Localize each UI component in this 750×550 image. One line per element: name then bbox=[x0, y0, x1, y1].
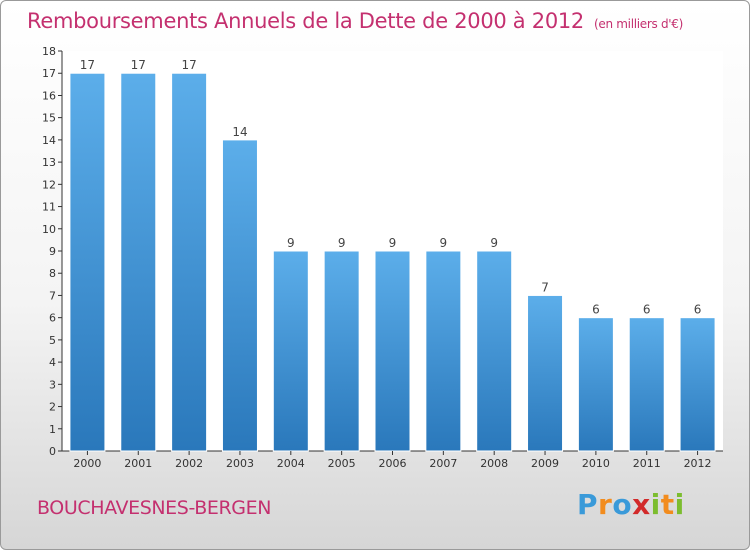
y-tick-label: 5 bbox=[49, 334, 56, 347]
y-tick-label: 16 bbox=[42, 89, 56, 102]
x-tick-label: 2001 bbox=[124, 457, 152, 470]
bar-value-label: 9 bbox=[389, 236, 397, 250]
x-tick-label: 2003 bbox=[226, 457, 254, 470]
x-tick-label: 2002 bbox=[175, 457, 203, 470]
x-tick-label: 2011 bbox=[633, 457, 661, 470]
y-tick-label: 6 bbox=[49, 312, 56, 325]
y-tick-label: 8 bbox=[49, 267, 56, 280]
bar-value-label: 14 bbox=[232, 125, 247, 139]
bar bbox=[425, 250, 462, 452]
bar-value-label: 17 bbox=[131, 58, 146, 72]
bar bbox=[120, 72, 157, 452]
bar bbox=[221, 139, 258, 452]
bar bbox=[527, 294, 564, 452]
bar-value-label: 6 bbox=[592, 303, 600, 317]
chart-unit: (en milliers d'€) bbox=[594, 17, 684, 31]
logo-letter: t bbox=[660, 488, 675, 521]
bar-value-label: 9 bbox=[440, 236, 448, 250]
x-tick-label: 2006 bbox=[379, 457, 407, 470]
bar bbox=[476, 250, 513, 452]
bar-value-label: 17 bbox=[80, 58, 95, 72]
y-tick-label: 12 bbox=[42, 178, 56, 191]
y-tick-label: 14 bbox=[42, 134, 56, 147]
proxiti-logo: Proxiti bbox=[577, 488, 685, 521]
bar bbox=[323, 250, 360, 452]
bar-value-label: 9 bbox=[490, 236, 498, 250]
x-tick-label: 2008 bbox=[480, 457, 508, 470]
y-tick-label: 11 bbox=[42, 201, 56, 214]
bar bbox=[272, 250, 309, 452]
x-tick-label: 2000 bbox=[73, 457, 101, 470]
bar-value-label: 9 bbox=[338, 236, 346, 250]
y-tick-label: 4 bbox=[49, 356, 56, 369]
logo-letter: r bbox=[598, 488, 613, 521]
bar-value-label: 9 bbox=[287, 236, 295, 250]
bar bbox=[679, 317, 716, 452]
y-tick-label: 9 bbox=[49, 245, 56, 258]
bar bbox=[628, 317, 665, 452]
x-tick-label: 2009 bbox=[531, 457, 559, 470]
bar-value-label: 6 bbox=[694, 303, 702, 317]
bar-value-label: 17 bbox=[181, 58, 196, 72]
x-tick-label: 2012 bbox=[684, 457, 712, 470]
y-tick-label: 10 bbox=[42, 223, 56, 236]
y-tick-label: 3 bbox=[49, 378, 56, 391]
logo-letter: i bbox=[650, 488, 661, 521]
city-name: BOUCHAVESNES-BERGEN bbox=[37, 497, 272, 519]
bar bbox=[69, 72, 106, 452]
bar-value-label: 6 bbox=[643, 303, 651, 317]
logo-letter: o bbox=[612, 488, 633, 521]
y-tick-label: 17 bbox=[42, 67, 56, 80]
y-tick-label: 15 bbox=[42, 112, 56, 125]
bar bbox=[577, 317, 614, 452]
x-tick-label: 2007 bbox=[429, 457, 457, 470]
x-tick-label: 2004 bbox=[277, 457, 305, 470]
logo-letter: x bbox=[632, 488, 651, 521]
x-tick-label: 2005 bbox=[328, 457, 356, 470]
logo-letter: P bbox=[577, 488, 599, 521]
y-tick-label: 13 bbox=[42, 156, 56, 169]
bar bbox=[374, 250, 411, 452]
y-tick-label: 2 bbox=[49, 401, 56, 414]
y-tick-label: 0 bbox=[49, 445, 56, 458]
bar bbox=[171, 72, 208, 452]
y-tick-label: 18 bbox=[42, 45, 56, 58]
bar-value-label: 7 bbox=[541, 280, 549, 294]
logo-letter: i bbox=[674, 488, 685, 521]
chart-title: Remboursements Annuels de la Dette de 20… bbox=[27, 9, 683, 33]
chart-title-text: Remboursements Annuels de la Dette de 20… bbox=[27, 9, 584, 33]
y-tick-label: 1 bbox=[49, 423, 56, 436]
x-tick-label: 2010 bbox=[582, 457, 610, 470]
y-tick-label: 7 bbox=[49, 289, 56, 302]
